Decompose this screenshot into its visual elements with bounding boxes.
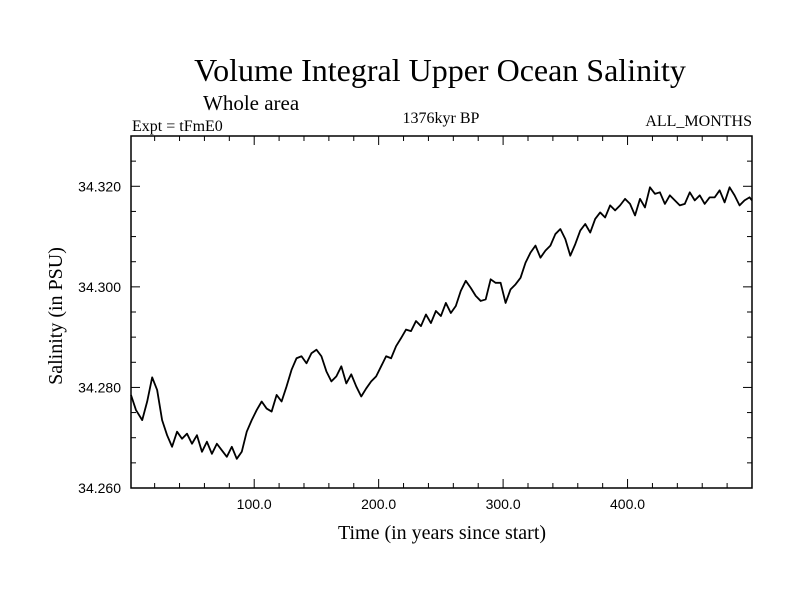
series-group bbox=[130, 186, 753, 460]
experiment-label: Expt = tFmE0 bbox=[132, 118, 223, 135]
x-axis-label: Time (in years since start) bbox=[338, 522, 546, 544]
period-label: 1376kyr BP bbox=[403, 110, 480, 127]
y-tick-label: 34.320 bbox=[78, 178, 121, 194]
x-tick-label: 400.0 bbox=[610, 496, 645, 512]
x-tick-label: 100.0 bbox=[237, 496, 272, 512]
chart-title: Volume Integral Upper Ocean Salinity bbox=[194, 52, 686, 88]
y-tick-label: 34.260 bbox=[78, 480, 121, 496]
x-tick-label: 300.0 bbox=[486, 496, 521, 512]
y-axis-label: Salinity (in PSU) bbox=[45, 247, 67, 385]
chart-subtitle: Whole area bbox=[203, 91, 300, 115]
tick-marks bbox=[131, 136, 752, 488]
y-tick-label: 34.280 bbox=[78, 379, 121, 395]
months-label: ALL_MONTHS bbox=[645, 113, 752, 130]
tick-labels: 100.0 200.0 300.0 400.0 34.260 34.280 34.300 34… bbox=[78, 178, 645, 512]
series-line-salinity bbox=[130, 186, 753, 460]
y-tick-label: 34.300 bbox=[78, 279, 121, 295]
x-tick-label: 200.0 bbox=[361, 496, 396, 512]
